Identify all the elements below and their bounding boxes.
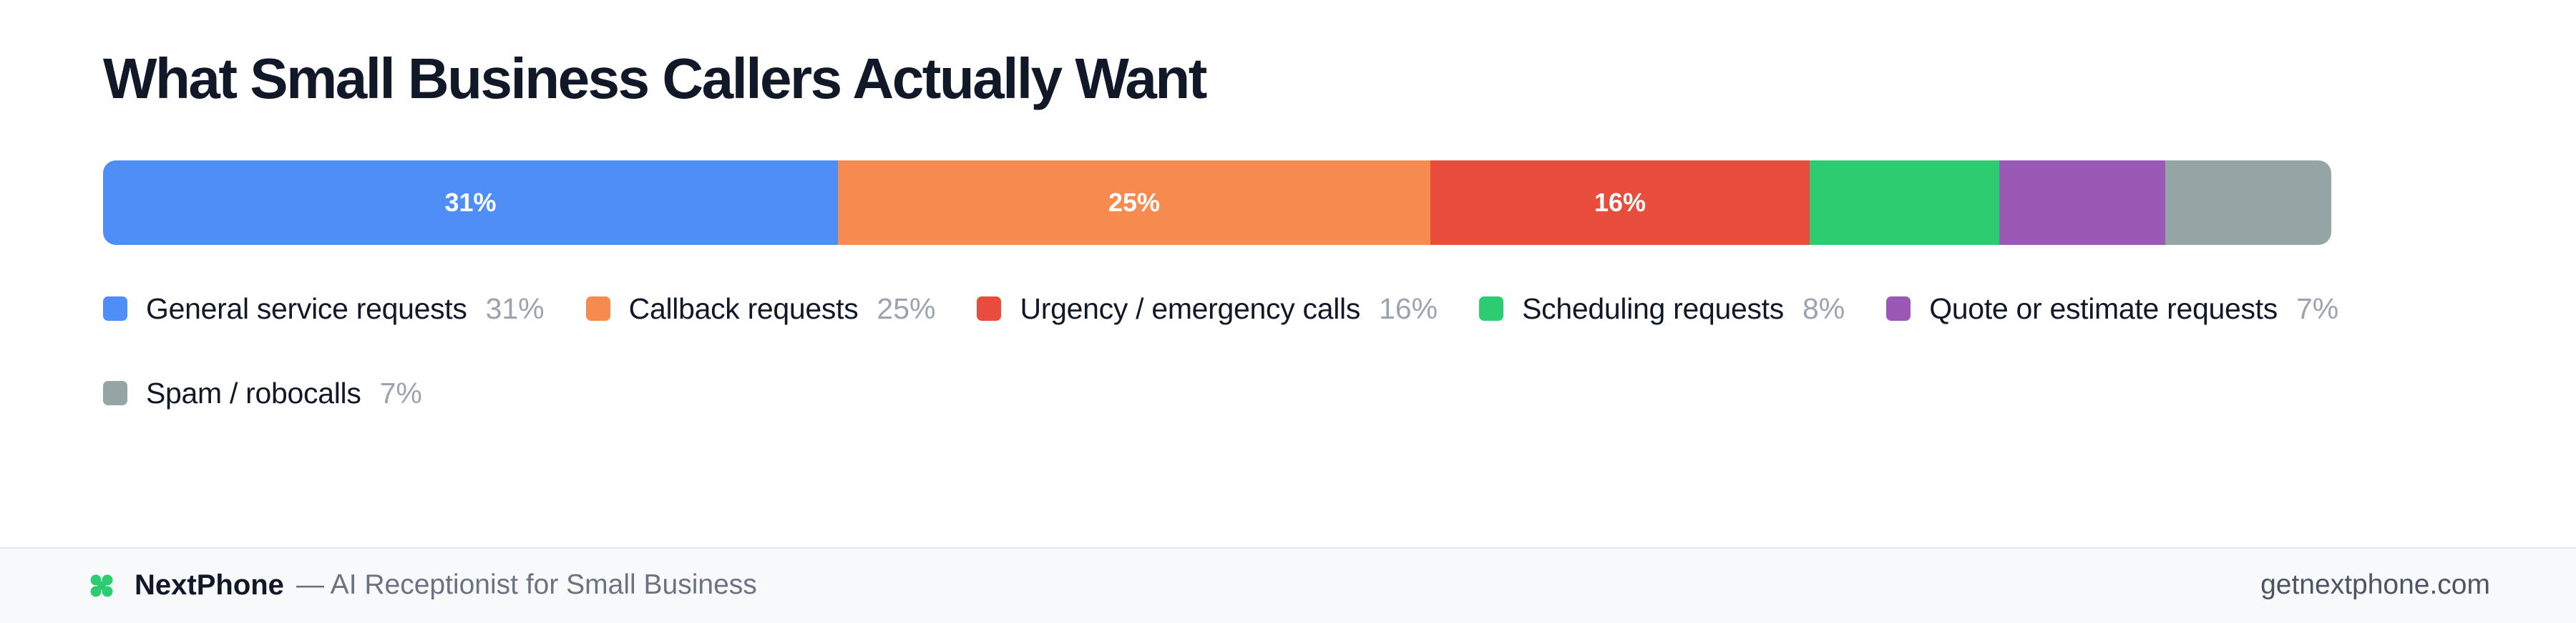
bar-segment	[1999, 160, 2165, 245]
legend-label: Quote or estimate requests	[1929, 291, 2278, 325]
legend-value: 31%	[485, 291, 545, 325]
bar-segment	[2165, 160, 2331, 245]
bar-segment: 25%	[838, 160, 1430, 245]
legend-swatch	[1886, 296, 1911, 321]
legend-value: 25%	[877, 291, 936, 325]
bar-segment-label: 31%	[444, 188, 497, 217]
legend-item: Scheduling requests 8%	[1479, 289, 1845, 328]
brand-tagline: — AI Receptionist for Small Business	[296, 569, 757, 600]
legend-item: Spam / robocalls 7%	[103, 374, 422, 412]
legend: General service requests 31% Callback requ…	[103, 289, 2464, 412]
legend-swatch	[1479, 296, 1504, 321]
legend-swatch	[103, 381, 127, 405]
bar-segment: 31%	[103, 160, 838, 245]
legend-swatch	[977, 296, 1002, 321]
legend-value: 16%	[1379, 291, 1438, 325]
brand-url[interactable]: getnextphone.com	[2260, 569, 2490, 600]
legend-label: Callback requests	[628, 291, 859, 325]
stacked-bar: 31% 25% 16%	[103, 160, 2331, 245]
brand-name: NextPhone	[135, 569, 284, 601]
legend-label: Spam / robocalls	[146, 376, 361, 410]
legend-item: Urgency / emergency calls 16%	[977, 289, 1438, 328]
chart-title: What Small Business Callers Actually Wan…	[103, 47, 1207, 110]
legend-swatch	[103, 296, 127, 321]
legend-item: General service requests 31%	[103, 289, 545, 328]
legend-label: General service requests	[146, 291, 467, 325]
legend-value: 7%	[379, 376, 422, 410]
bar-segment-label: 16%	[1594, 188, 1646, 217]
legend-label: Scheduling requests	[1522, 291, 1784, 325]
footer: NextPhone — AI Receptionist for Small Bu…	[0, 547, 2576, 623]
bar-segment: 16%	[1430, 160, 1810, 245]
bar-segment-label: 25%	[1108, 188, 1161, 217]
legend-item: Quote or estimate requests 7%	[1886, 289, 2338, 328]
legend-swatch	[585, 296, 610, 321]
legend-label: Urgency / emergency calls	[1020, 291, 1361, 325]
four-petal-logo-icon	[90, 574, 113, 597]
legend-item: Callback requests 25%	[585, 289, 936, 328]
legend-value: 8%	[1802, 291, 1845, 325]
bar-segment	[1810, 160, 1999, 245]
legend-value: 7%	[2296, 291, 2339, 325]
